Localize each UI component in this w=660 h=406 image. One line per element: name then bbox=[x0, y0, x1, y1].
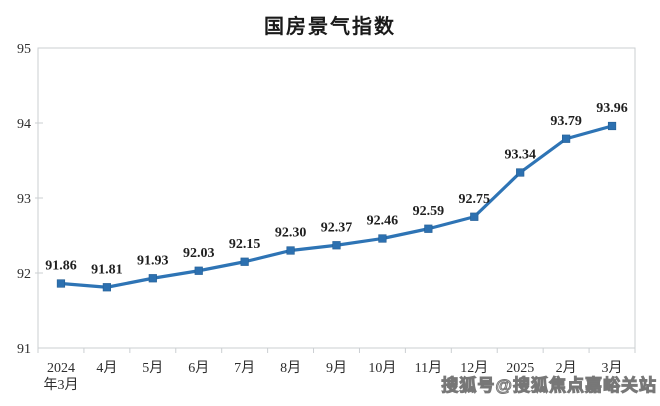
data-point-label: 93.96 bbox=[596, 101, 628, 116]
data-point-label: 92.46 bbox=[367, 214, 399, 229]
x-axis-tick-label: 2025 bbox=[506, 361, 534, 376]
data-point-label: 93.34 bbox=[504, 148, 536, 163]
x-axis-tick-label: 11月 bbox=[415, 360, 442, 376]
y-axis-tick-label: 93 bbox=[17, 192, 31, 207]
data-point-marker bbox=[562, 134, 571, 143]
x-axis-tick-label: 6月 bbox=[188, 360, 209, 376]
data-point-marker bbox=[240, 257, 249, 266]
x-axis-tick-label: 5月 bbox=[142, 360, 163, 376]
x-axis-tick-label: 3月 bbox=[602, 360, 623, 376]
data-point-label: 91.93 bbox=[137, 253, 169, 268]
y-axis-tick-label: 91 bbox=[17, 342, 31, 357]
data-point-marker bbox=[148, 274, 157, 283]
x-axis-tick-label: 12月 bbox=[460, 360, 488, 376]
data-point-label: 91.81 bbox=[91, 262, 123, 277]
data-point-label: 92.59 bbox=[413, 204, 445, 219]
x-axis-tick-label: 10月 bbox=[368, 360, 396, 376]
y-axis-tick-label: 94 bbox=[17, 117, 31, 132]
plot-border bbox=[37, 47, 636, 349]
data-point-marker bbox=[332, 241, 341, 250]
data-point-label: 92.30 bbox=[275, 226, 307, 241]
data-point-label: 93.79 bbox=[550, 114, 582, 129]
data-point-label: 92.15 bbox=[229, 237, 261, 252]
x-axis-tick-label: 7月 bbox=[234, 360, 255, 376]
data-point-marker bbox=[607, 121, 617, 131]
data-point-marker bbox=[378, 234, 387, 243]
data-point-marker bbox=[56, 279, 66, 288]
x-axis-tick-label: 年3月 bbox=[43, 377, 78, 393]
x-axis-tick-label: 8月 bbox=[280, 360, 301, 376]
x-axis-tick-label: 4月 bbox=[96, 360, 117, 376]
chart-title: 国房景气指数 bbox=[264, 16, 396, 38]
data-point-marker bbox=[516, 168, 525, 177]
y-axis-tick-label: 95 bbox=[17, 42, 31, 57]
data-point-label: 92.37 bbox=[321, 220, 353, 235]
data-point-marker bbox=[424, 224, 433, 233]
data-point-label: 92.03 bbox=[183, 246, 215, 261]
data-point-marker bbox=[470, 212, 479, 221]
x-axis-tick-label: 9月 bbox=[326, 360, 347, 376]
data-point-marker bbox=[194, 266, 203, 275]
watermark: 搜狐号@搜狐焦点嘉峪关站 bbox=[441, 376, 657, 396]
data-point-marker bbox=[286, 246, 295, 255]
data-point-label: 91.86 bbox=[45, 259, 77, 274]
y-axis-tick-label: 92 bbox=[17, 267, 31, 282]
data-point-label: 92.75 bbox=[459, 192, 491, 207]
x-axis-tick-label: 2月 bbox=[556, 360, 577, 376]
data-point-marker bbox=[102, 283, 111, 292]
x-axis-tick-label: 2024 bbox=[47, 361, 75, 376]
